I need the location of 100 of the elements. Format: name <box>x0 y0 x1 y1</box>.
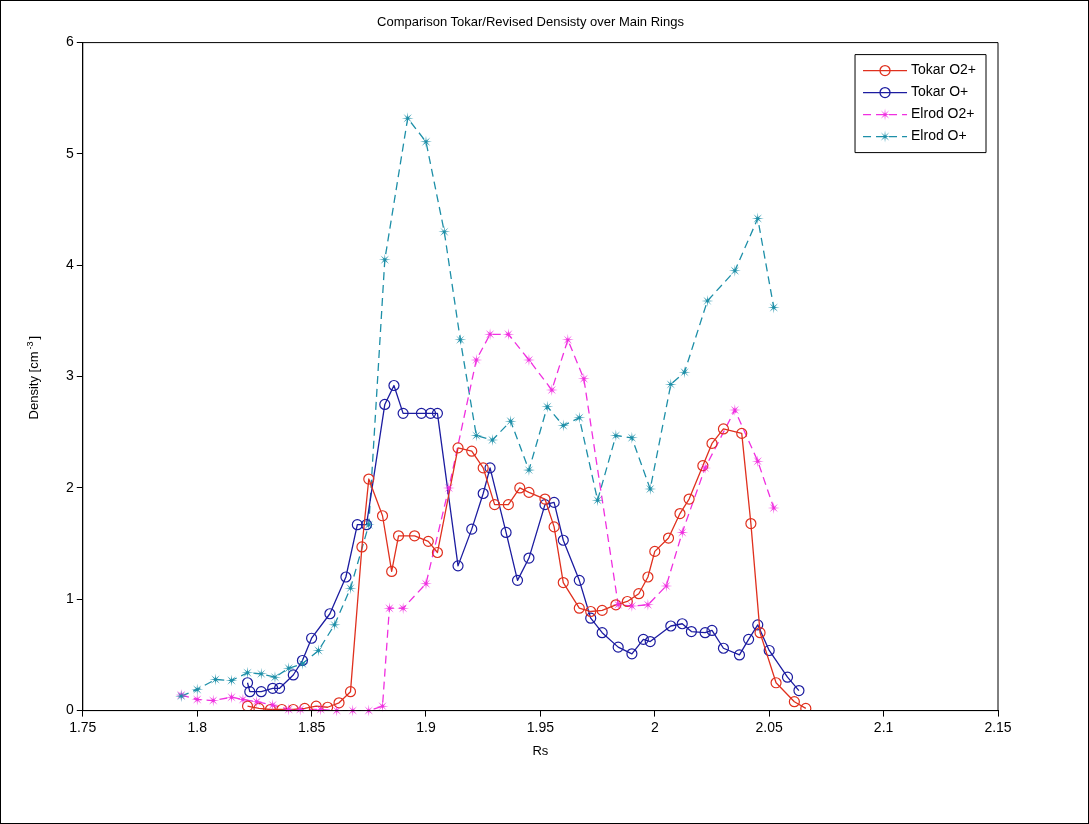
point <box>363 473 375 485</box>
point <box>502 499 514 511</box>
point <box>454 333 467 346</box>
point <box>743 633 755 645</box>
x-tick-label: 1.75 <box>69 718 97 735</box>
point <box>225 674 238 687</box>
point <box>312 644 325 657</box>
point <box>484 462 496 474</box>
point <box>356 541 368 553</box>
point <box>324 608 336 620</box>
point <box>523 486 535 498</box>
y-tick-label: 1 <box>65 590 74 607</box>
point <box>282 703 295 716</box>
point <box>767 301 780 314</box>
point <box>539 499 551 511</box>
point <box>489 499 501 511</box>
point <box>573 574 585 586</box>
legend-label: Elrod O2+ <box>911 105 975 122</box>
point <box>665 620 677 632</box>
x-tick-label: 2.15 <box>984 718 1012 735</box>
point <box>397 407 409 419</box>
point <box>225 691 238 704</box>
point <box>573 602 585 614</box>
y-tick-label: 5 <box>65 144 74 161</box>
y-tick-label: 3 <box>65 367 74 384</box>
point <box>717 423 730 435</box>
point <box>207 694 220 707</box>
point <box>431 407 444 419</box>
point <box>299 702 311 711</box>
point <box>388 379 400 392</box>
y-axis-title: Density [cm-3] <box>24 335 42 420</box>
point <box>752 619 764 631</box>
point <box>577 372 590 385</box>
point <box>683 493 695 505</box>
point <box>585 605 597 618</box>
point <box>386 565 398 578</box>
point <box>585 612 597 624</box>
point <box>541 400 554 413</box>
point <box>561 333 574 346</box>
point <box>674 507 686 520</box>
point <box>253 702 265 711</box>
point <box>322 701 334 711</box>
point <box>255 686 267 698</box>
point <box>676 618 688 630</box>
point <box>376 510 389 522</box>
point <box>621 595 633 608</box>
point <box>633 588 645 600</box>
point <box>424 407 437 419</box>
point <box>557 419 570 432</box>
legend-label: Elrod O+ <box>911 127 967 144</box>
point <box>351 519 363 531</box>
point <box>333 697 345 709</box>
point <box>244 686 256 698</box>
x-tick-label: 1.85 <box>297 718 326 735</box>
point <box>763 644 775 657</box>
point <box>557 576 569 589</box>
point <box>596 627 608 639</box>
point <box>344 686 357 698</box>
point <box>241 677 254 689</box>
point <box>273 682 286 694</box>
point <box>770 677 782 689</box>
y-tick-label: 0 <box>65 701 74 718</box>
point <box>310 700 322 711</box>
y-tick-label: 2 <box>65 478 74 495</box>
x-tick-label: 2 <box>650 718 659 735</box>
point <box>642 571 654 583</box>
x-tick-label: 1.95 <box>526 718 555 735</box>
point <box>466 523 478 535</box>
chart-title: Comparison Tokar/Revised Densisty over Main Rings <box>377 14 685 30</box>
point <box>379 398 391 411</box>
x-axis-title: Rs <box>532 742 549 758</box>
point <box>548 521 560 533</box>
point <box>287 669 299 681</box>
point <box>717 642 730 654</box>
point <box>733 649 746 661</box>
point <box>706 624 718 637</box>
legend-label: Tokar O2+ <box>911 61 977 78</box>
point <box>431 546 444 559</box>
y-tick-label: 6 <box>65 33 74 50</box>
point <box>392 530 405 542</box>
point <box>573 411 586 424</box>
point <box>523 552 535 564</box>
point <box>548 496 560 509</box>
point <box>470 429 483 442</box>
point <box>502 328 515 341</box>
point <box>736 427 748 439</box>
point <box>415 407 428 419</box>
point <box>241 666 254 679</box>
point <box>267 682 279 694</box>
point <box>676 526 689 539</box>
point <box>466 445 478 457</box>
point <box>408 530 421 542</box>
x-tick-label: 1.8 <box>187 718 208 735</box>
point <box>662 532 675 544</box>
point <box>626 648 638 660</box>
x-tick-label: 2.1 <box>873 718 894 735</box>
point <box>685 625 697 638</box>
point <box>699 627 711 639</box>
point <box>452 560 464 572</box>
point <box>250 695 263 708</box>
